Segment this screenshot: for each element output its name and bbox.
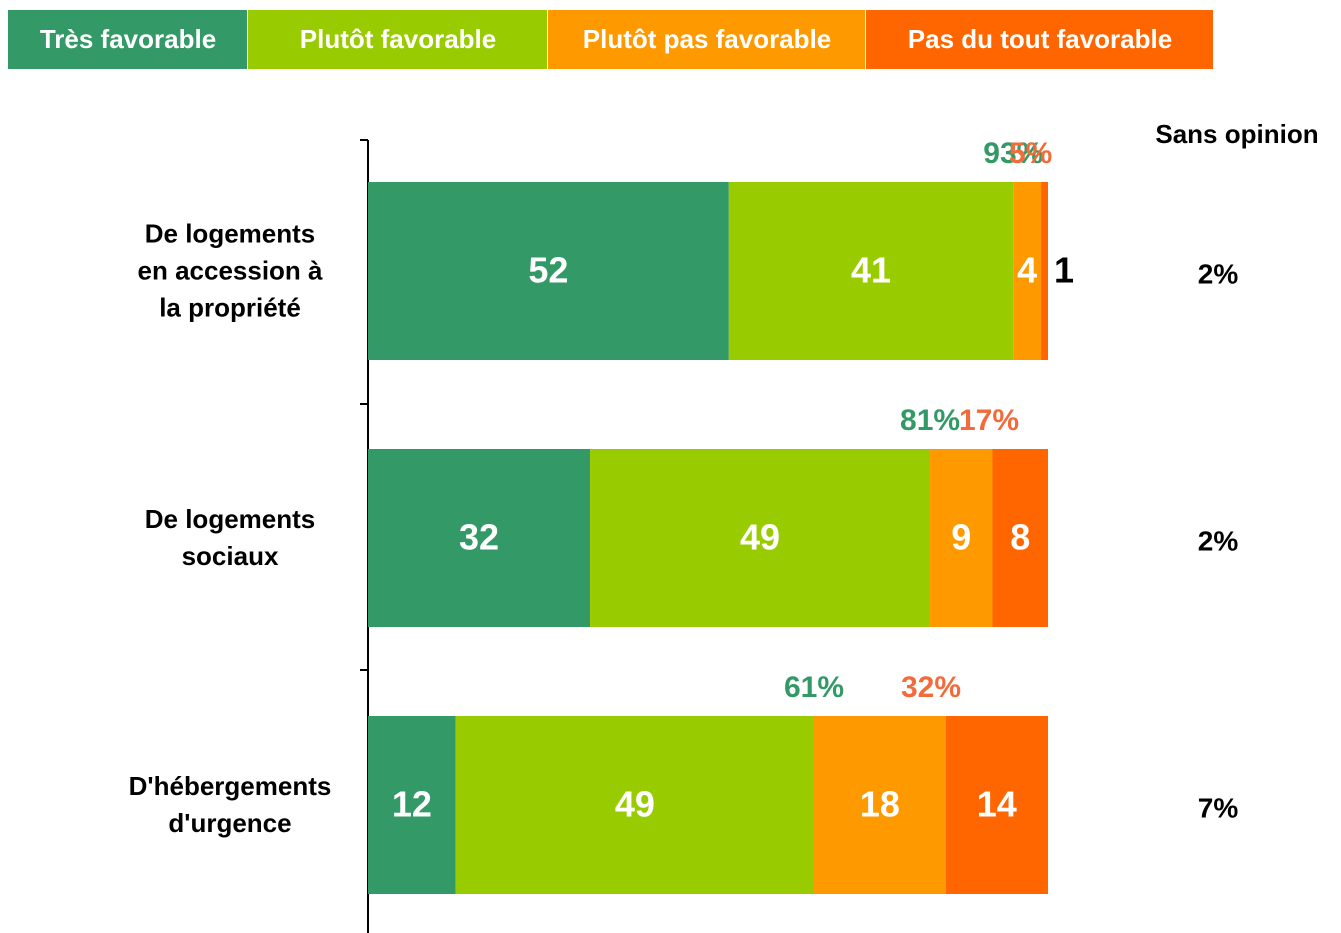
favorable-total: 81% — [900, 404, 960, 437]
bar-segment — [455, 716, 815, 894]
unfavorable-total: 5% — [1009, 137, 1052, 170]
segment-label: 41 — [851, 250, 891, 291]
legend-label: Plutôt favorable — [300, 24, 496, 54]
category-label: D'hébergements d'urgence — [128, 771, 332, 838]
legend-swatch — [248, 10, 547, 69]
bar-segment — [728, 182, 1014, 360]
legend-swatch — [8, 10, 247, 69]
category-label: De logements en accession à la propriété — [137, 218, 323, 323]
segment-label: 14 — [977, 784, 1017, 825]
unfavorable-total: 17% — [959, 404, 1019, 437]
segment-label: 8 — [1010, 517, 1030, 558]
sans-opinion-value: 2% — [1198, 258, 1239, 289]
bar-segment — [368, 716, 456, 894]
segment-label: 12 — [392, 784, 432, 825]
category-label: De logements sociaux — [144, 504, 316, 571]
legend-label: Très favorable — [40, 24, 216, 54]
bar-segment — [945, 716, 1048, 894]
segment-label: 9 — [951, 517, 971, 558]
sans-opinion-value: 7% — [1198, 792, 1239, 823]
legend-label: Pas du tout favorable — [908, 24, 1172, 54]
bar-segment — [1041, 182, 1048, 360]
unfavorable-total: 32% — [901, 671, 961, 704]
favorable-total: 61% — [784, 671, 844, 704]
bar-segment — [930, 449, 993, 627]
bar-segment — [1013, 182, 1042, 360]
bar-segment — [814, 716, 946, 894]
bar-segment — [368, 449, 591, 627]
segment-label: 49 — [740, 517, 780, 558]
legend-swatch — [866, 10, 1213, 69]
legend-swatch — [548, 10, 865, 69]
bar-segment — [590, 449, 931, 627]
bar-segment — [368, 182, 729, 360]
segment-label: 1 — [1054, 250, 1074, 291]
segment-label: 4 — [1017, 250, 1037, 291]
segment-label: 49 — [615, 784, 655, 825]
bar-segment — [992, 449, 1048, 627]
legend-label: Plutôt pas favorable — [583, 24, 832, 54]
segment-label: 52 — [528, 250, 568, 291]
segment-label: 32 — [459, 517, 499, 558]
sans-opinion-header: Sans opinion — [1155, 119, 1318, 149]
sans-opinion-value: 2% — [1198, 525, 1239, 556]
segment-label: 18 — [860, 784, 900, 825]
favorable-total: 93% — [983, 137, 1043, 170]
